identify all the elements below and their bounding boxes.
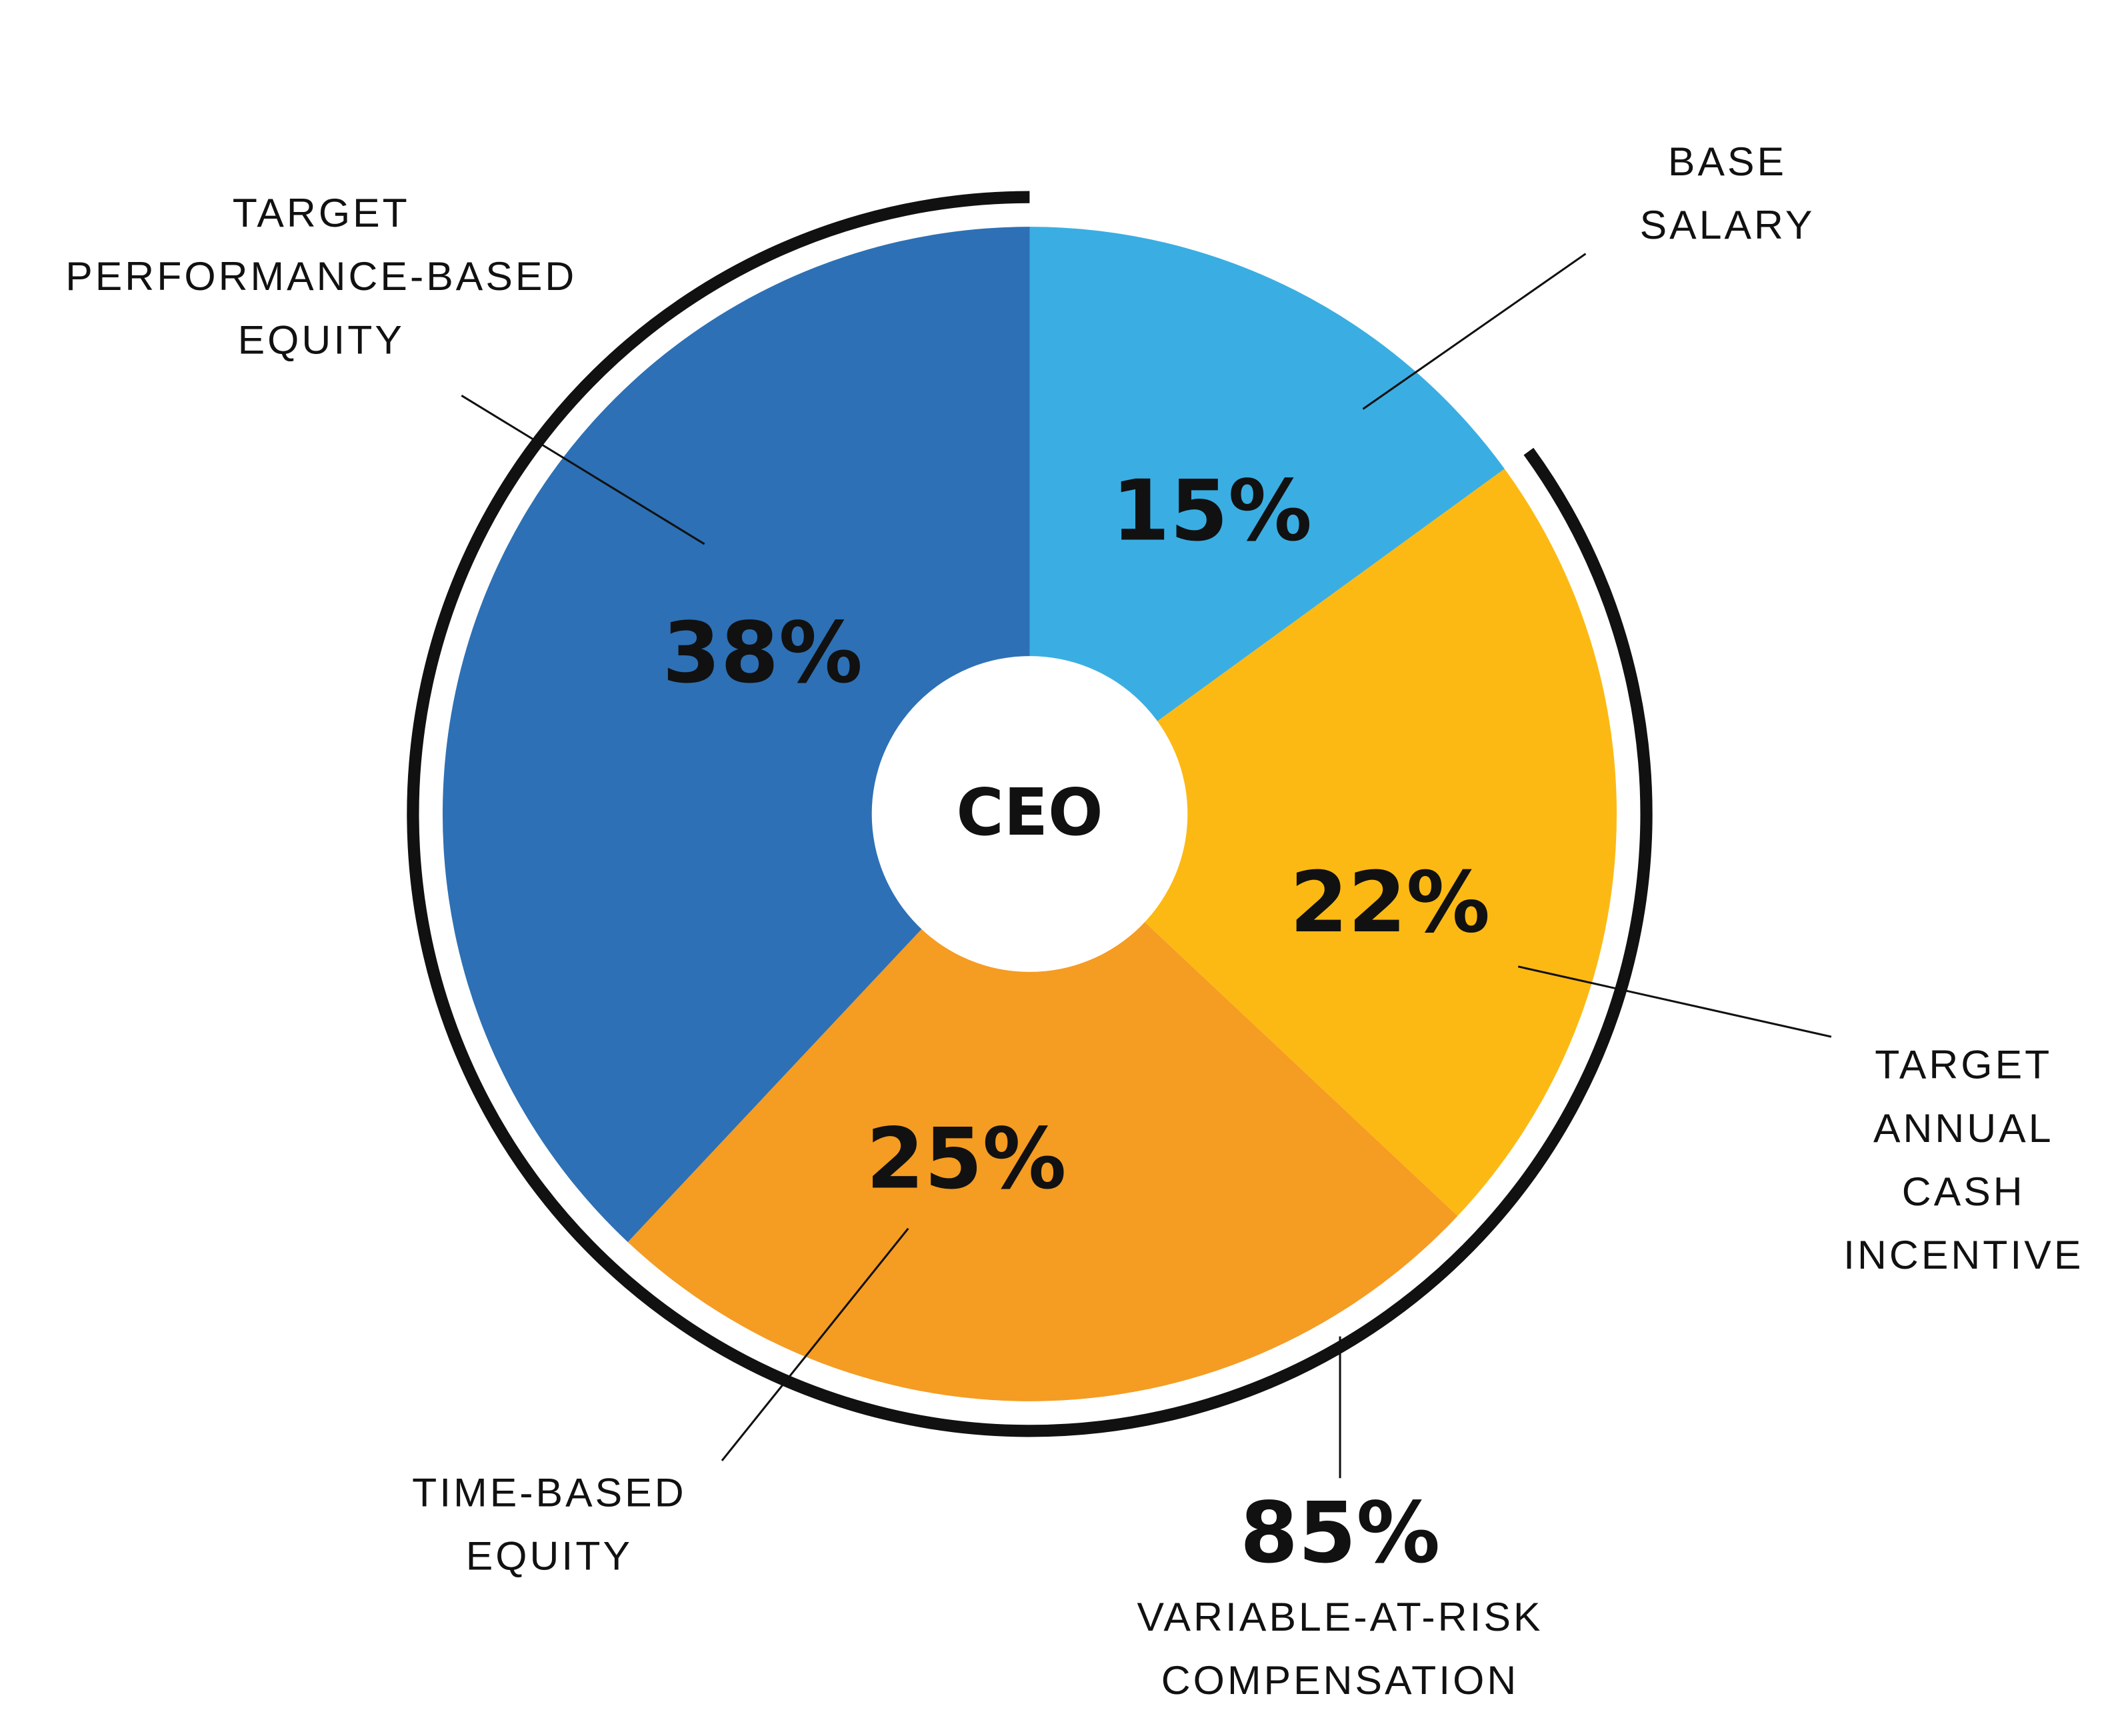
category-label: TARGET ANNUAL CASH INCENTIVE: [1843, 1042, 2083, 1278]
center-label: CEO: [956, 775, 1103, 850]
pie-slice: [1029, 469, 1617, 1216]
value-label: 38%: [662, 603, 862, 701]
category-label: TARGET PERFORMANCE-BASED EQUITY: [65, 190, 577, 362]
pie-slice: [627, 814, 1458, 1401]
pie-slice: [442, 227, 1030, 1243]
callout-line: [721, 1227, 909, 1461]
category-label: BASE SALARY: [1640, 139, 1815, 247]
value-label: 15%: [1112, 462, 1312, 560]
center-hole: [871, 656, 1188, 972]
callout-line: [1362, 253, 1587, 410]
summary-value: 85%: [1240, 1484, 1440, 1582]
category-label: TIME-BASED EQUITY: [412, 1470, 687, 1579]
callout-line: [461, 394, 705, 545]
callout-line: [1517, 965, 1832, 1038]
summary-label: VARIABLE-AT-RISK COMPENSATION: [1137, 1594, 1543, 1703]
value-label: 22%: [1290, 853, 1490, 951]
value-label: 25%: [866, 1110, 1066, 1208]
summary-arc: [407, 191, 1653, 1437]
pie-slice: [1029, 227, 1505, 815]
